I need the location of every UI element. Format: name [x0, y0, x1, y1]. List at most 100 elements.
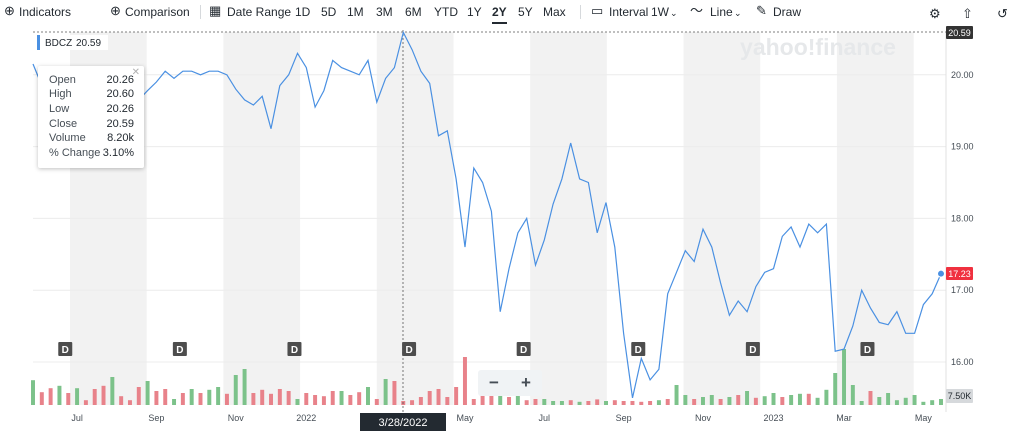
- x-tick-label: Sep: [616, 413, 632, 423]
- crosshair-price-label: 20.59: [948, 28, 971, 38]
- zoom-out-button[interactable]: −: [489, 373, 499, 392]
- volume-bar: [207, 389, 212, 405]
- dividend-badge[interactable]: [402, 342, 417, 356]
- range-5d[interactable]: 5D: [321, 5, 337, 19]
- crosshair-date-badge: [360, 413, 446, 431]
- volume-bar: [568, 400, 573, 405]
- calendar-icon[interactable]: ▦: [209, 3, 222, 18]
- volume-bar: [665, 399, 670, 405]
- volume-bar: [31, 380, 35, 405]
- plus-circle-icon[interactable]: ⊕: [4, 3, 15, 18]
- dividend-badge[interactable]: [860, 342, 875, 356]
- comparison-button[interactable]: Comparison: [125, 5, 190, 19]
- range-6m[interactable]: 6M: [405, 5, 422, 19]
- volume-bar: [604, 401, 608, 405]
- zoom-in-button[interactable]: +: [521, 373, 531, 392]
- chart-style-dropdown[interactable]: Line: [710, 5, 733, 19]
- dividend-badge[interactable]: [745, 342, 760, 356]
- x-tick-label: Mar: [836, 413, 852, 423]
- dividend-marker[interactable]: D: [402, 342, 417, 356]
- volume-bar: [542, 399, 547, 405]
- close-icon[interactable]: ✕: [131, 67, 140, 78]
- volume-bar: [753, 397, 758, 405]
- gear-icon[interactable]: ⚙: [929, 6, 941, 21]
- chevron-down-icon[interactable]: ⌄: [734, 8, 742, 18]
- chart-toolbar: ⊕ Indicators ⊕ Comparison ▦ Date Range 1…: [0, 0, 1024, 26]
- volume-bar: [233, 375, 238, 405]
- volume-bar: [842, 349, 847, 405]
- dividend-letter: D: [176, 345, 183, 356]
- volume-bar: [471, 399, 476, 405]
- volume-bar: [242, 369, 247, 405]
- dividend-badge[interactable]: [516, 342, 531, 356]
- x-tick-label: Nov: [228, 413, 245, 423]
- volume-bar: [216, 387, 221, 405]
- range-ytd[interactable]: YTD: [434, 5, 458, 19]
- volume-bar: [559, 401, 564, 405]
- volume-bar: [551, 401, 556, 405]
- range-5y[interactable]: 5Y: [518, 5, 533, 19]
- volume-bar: [683, 395, 688, 405]
- pencil-icon[interactable]: ✎: [756, 3, 767, 18]
- dividend-marker[interactable]: D: [745, 342, 760, 356]
- plus-circle-icon[interactable]: ⊕: [110, 3, 121, 18]
- dividend-badge[interactable]: [287, 342, 302, 356]
- range-1d[interactable]: 1D: [295, 5, 311, 19]
- dividend-marker[interactable]: D: [516, 342, 531, 356]
- share-icon[interactable]: ⇧: [962, 6, 973, 21]
- range-2y[interactable]: 2Y: [492, 5, 507, 24]
- dividend-letter: D: [291, 345, 298, 356]
- volume-bar: [621, 401, 626, 405]
- range-1y[interactable]: 1Y: [467, 5, 482, 19]
- volume-bar: [700, 397, 705, 405]
- dividend-letter: D: [405, 345, 412, 356]
- volume-max-label: 7.50K: [948, 391, 972, 401]
- volume-bar: [648, 401, 653, 405]
- dividend-badge[interactable]: [631, 342, 646, 356]
- volume-bar: [224, 393, 229, 405]
- volume-bar: [727, 397, 732, 405]
- y-axis: 20.00 19.00 18.00 17.00 16.00: [951, 70, 974, 367]
- x-tick-label: 2022: [296, 413, 316, 423]
- volume-bar: [330, 391, 335, 405]
- indicators-button[interactable]: Indicators: [19, 5, 72, 19]
- dividend-badge[interactable]: [172, 342, 187, 356]
- x-tick-label: May: [456, 413, 474, 423]
- x-tick-label: 2023: [763, 413, 783, 423]
- volume-bar: [498, 391, 503, 405]
- range-max[interactable]: Max: [543, 5, 566, 19]
- volume-bar: [427, 391, 432, 405]
- interval-label[interactable]: Interval: [609, 5, 649, 19]
- volume-bar: [57, 385, 62, 405]
- date-range-button[interactable]: Date Range: [227, 5, 292, 19]
- volume-bar: [251, 393, 256, 405]
- last-price-badge: [946, 267, 973, 280]
- volume-bar: [939, 399, 943, 405]
- x-tick-label: Sep: [148, 413, 164, 423]
- volume-bar: [75, 388, 80, 405]
- dividend-marker[interactable]: D: [172, 342, 187, 356]
- dividend-marker[interactable]: D: [860, 342, 875, 356]
- line-chart-icon[interactable]: 〜: [690, 3, 704, 18]
- interval-dropdown[interactable]: 1W: [651, 5, 669, 19]
- legend-symbol: BDCZ: [45, 38, 72, 49]
- volume-bar: [83, 400, 88, 405]
- reset-icon[interactable]: ↺: [997, 6, 1008, 21]
- range-3m[interactable]: 3M: [376, 5, 393, 19]
- volume-bar: [277, 389, 282, 405]
- last-price-label: 17.23: [948, 269, 971, 279]
- volume-bar: [260, 389, 265, 405]
- dividend-marker[interactable]: D: [287, 342, 302, 356]
- chevron-down-icon[interactable]: ⌄: [670, 8, 678, 18]
- dividend-badge[interactable]: [58, 342, 73, 356]
- draw-button[interactable]: Draw: [773, 5, 802, 19]
- volume-bar: [480, 393, 485, 405]
- volume-bar: [304, 393, 309, 405]
- volume-bar: [374, 399, 379, 405]
- dividend-marker[interactable]: D: [631, 342, 646, 356]
- candles-icon[interactable]: ▭: [591, 3, 604, 18]
- dividend-marker[interactable]: D: [58, 342, 73, 356]
- range-1m[interactable]: 1M: [347, 5, 364, 19]
